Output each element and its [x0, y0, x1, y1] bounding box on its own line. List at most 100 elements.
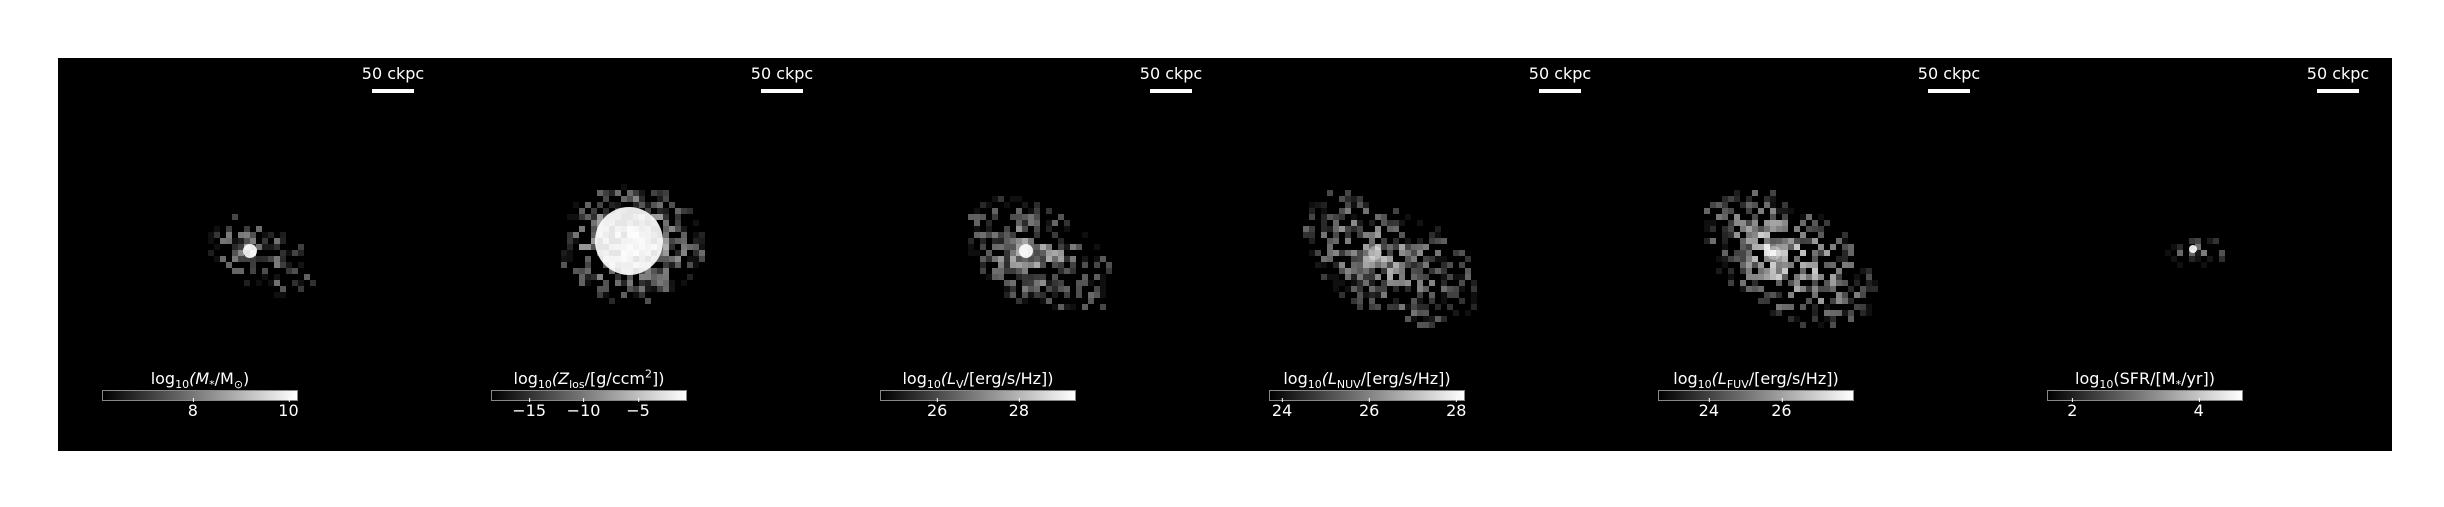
colorbar-tick: −10 [566, 398, 601, 420]
panel-1: 50 ckpc log10(M*/M⊙) 8 10 [58, 58, 447, 451]
scale-bar-line [1928, 89, 1970, 93]
colorbar-tick: 26 [926, 398, 948, 420]
panel-3: 50 ckpc log10(LV/[erg/s/Hz]) 26 28 [836, 58, 1225, 451]
colorbar-label-sub2: * [209, 378, 215, 392]
colorbar-tick: 26 [1771, 398, 1792, 420]
colorbar-ticks: 26 28 [880, 398, 1076, 425]
colorbar-label-sup: 2 [645, 367, 652, 381]
scale-bar-label: 50 ckpc [1139, 64, 1203, 83]
colorbar-ticks: 24 26 28 [1269, 398, 1467, 425]
colorbar-tick: 26 [1358, 398, 1380, 420]
colorbar-label-mid: (L [940, 369, 957, 388]
colorbar-gradient [102, 390, 298, 401]
colorbar-label-post: /M [214, 369, 234, 388]
galaxy-map [2165, 238, 2225, 268]
colorbar-label-sub2: * [2175, 378, 2182, 392]
galaxy-core [1767, 246, 1781, 260]
galaxy-map [968, 196, 1112, 310]
colorbar-label-mid: (L [1321, 369, 1337, 388]
colorbar-label-sub2: NUV [1336, 378, 1361, 392]
galaxy-map [1303, 190, 1477, 328]
panel-4: 50 ckpc log10(LNUV/[erg/s/Hz]) 24 26 28 [1225, 58, 1614, 451]
scale-bar: 50 ckpc [1520, 64, 1600, 93]
galaxy-core [2189, 245, 2197, 253]
scale-bar: 50 ckpc [1909, 64, 1989, 93]
colorbar-tick: −5 [626, 398, 650, 420]
colorbar-label-pre: log [150, 369, 176, 388]
colorbar-label: log10(LNUV/[erg/s/Hz]) [1269, 368, 1465, 390]
colorbar-label: log10(M*/M⊙) [102, 368, 298, 390]
colorbar-label-sub1: 10 [1697, 378, 1712, 392]
galaxy-core [1368, 246, 1382, 260]
colorbar-label-sub2: FUV [1726, 378, 1749, 392]
colorbar-label-sub1: 10 [537, 378, 552, 392]
colorbar-label-pre: log [513, 369, 538, 388]
colorbar-label-post: /yr]) [2181, 369, 2215, 388]
panel-6: 50 ckpc log10(SFR/[M*/yr]) 2 4 [2003, 58, 2392, 451]
scale-bar-line [1150, 89, 1192, 93]
panel-2: 50 ckpc log10(Zlos/[g/ccm2]) −15 −10 −5 [447, 58, 836, 451]
scale-bar-line [2317, 89, 2359, 93]
colorbar: log10(Zlos/[g/ccm2]) −15 −10 −5 [491, 368, 687, 425]
galaxy-map [1704, 190, 1878, 328]
colorbar-label-mid: (SFR/[M [2113, 369, 2176, 388]
scale-bar-line [1539, 89, 1581, 93]
colorbar-tick: 4 [2193, 398, 2204, 420]
colorbar-label-sub1: 10 [2099, 378, 2114, 392]
scale-bar-label: 50 ckpc [1528, 64, 1592, 83]
colorbar-tick: 10 [278, 398, 299, 420]
galaxy-map [208, 214, 316, 298]
colorbar-tick: 2 [2067, 398, 2078, 420]
colorbar-ticks: 24 26 [1658, 398, 1854, 425]
colorbar-label-end: ]) [652, 369, 665, 388]
colorbar-label-mid: (Z [551, 369, 570, 388]
colorbar-label-sub2: V [956, 378, 964, 392]
scale-bar: 50 ckpc [353, 64, 433, 93]
colorbar-tick: 8 [187, 398, 198, 420]
colorbar-tick: 24 [1271, 398, 1293, 420]
colorbar-label-sub3: ⊙ [233, 378, 244, 392]
colorbar-label: log10(Zlos/[g/ccm2]) [491, 367, 687, 392]
scale-bar-line [761, 89, 803, 93]
colorbar: log10(M*/M⊙) 8 10 [102, 368, 299, 425]
colorbar-label-mid: (M [189, 369, 210, 388]
scale-bar: 50 ckpc [1131, 64, 1211, 93]
colorbar: log10(LFUV/[erg/s/Hz]) 24 26 [1658, 368, 1854, 425]
colorbar-label-post: /[erg/s/Hz]) [1748, 369, 1839, 388]
colorbar-label: log10(SFR/[M*/yr]) [2047, 368, 2243, 390]
colorbar-gradient [2047, 390, 2243, 401]
colorbar-gradient [1658, 390, 1854, 401]
scale-bar-label: 50 ckpc [361, 64, 425, 83]
colorbar-gradient [1269, 390, 1465, 401]
colorbar-label-mid: (L [1711, 369, 1727, 388]
scale-bar: 50 ckpc [2298, 64, 2378, 93]
scale-bar-label: 50 ckpc [2306, 64, 2370, 83]
scale-bar: 50 ckpc [742, 64, 822, 93]
colorbar-label-post: /[erg/s/Hz]) [1360, 369, 1451, 388]
scale-bar-label: 50 ckpc [750, 64, 814, 83]
panel-5: 50 ckpc log10(LFUV/[erg/s/Hz]) 24 26 [1614, 58, 2003, 451]
colorbar-label-sub1: 10 [1307, 378, 1322, 392]
colorbar-label-pre: log [902, 369, 927, 388]
colorbar-tick: 28 [1446, 398, 1467, 420]
colorbar-label: log10(LFUV/[erg/s/Hz]) [1658, 368, 1854, 390]
colorbar-label-sub1: 10 [926, 378, 941, 392]
colorbar-label: log10(LV/[erg/s/Hz]) [880, 368, 1076, 390]
colorbar-tick: 24 [1698, 398, 1719, 420]
colorbar-label-pre: log [1673, 369, 1698, 388]
colorbar-label-post: /[erg/s/Hz]) [963, 369, 1054, 388]
colorbar-tick: 28 [1008, 398, 1030, 420]
galaxy-core [1019, 244, 1033, 258]
colorbar-label-pre: log [2075, 369, 2100, 388]
colorbar: log10(LV/[erg/s/Hz]) 26 28 [880, 368, 1076, 425]
galaxy-map [561, 184, 705, 304]
scale-bar-line [372, 89, 414, 93]
galaxy-core [595, 207, 663, 275]
colorbar-gradient [880, 390, 1076, 401]
colorbar-tick: −15 [512, 398, 546, 420]
figure-panels: 50 ckpc log10(M*/M⊙) 8 10 50 ckpc log10(Zlos/… [58, 58, 2392, 451]
scale-bar-label: 50 ckpc [1917, 64, 1981, 83]
colorbar-label-post: /[g/ccm [584, 369, 645, 388]
colorbar-label-end: ) [243, 369, 250, 388]
